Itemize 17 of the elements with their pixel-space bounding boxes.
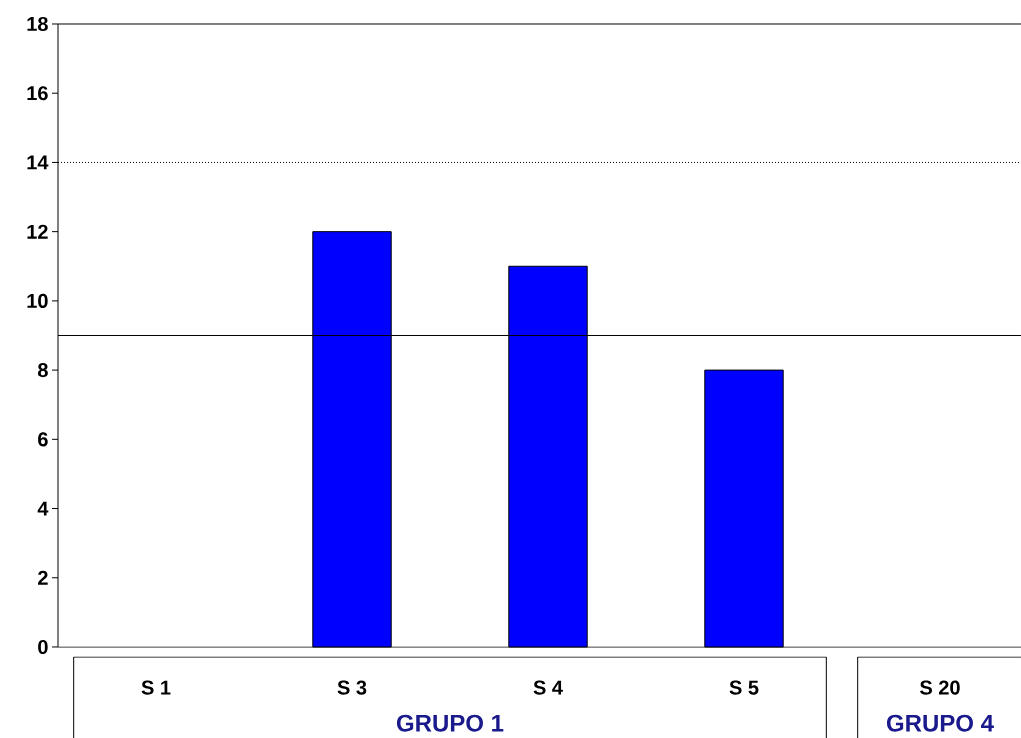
y-tick-label: 0	[38, 639, 48, 655]
y-tick-label: 4	[37, 501, 49, 516]
x-tick-label: S 5	[729, 680, 759, 695]
y-tick-label: 8	[37, 363, 48, 378]
y-tick-label: 10	[27, 293, 48, 308]
text: GRUPO 4	[886, 714, 994, 732]
y-tick-label: 6	[38, 432, 48, 447]
y-tick-label: 16	[27, 86, 48, 101]
x-tick-label: S 3	[337, 680, 367, 695]
y-tick-label: 2	[38, 570, 48, 585]
x-tick-label: S 1	[141, 680, 171, 695]
y-tick-label: 18	[27, 16, 48, 32]
y-tick-label: 14	[27, 155, 49, 170]
text: GRUPO 1	[396, 714, 504, 732]
x-tick-label: S 4	[533, 680, 563, 695]
x-tick-label: S 20	[920, 680, 960, 695]
y-tick-label: 12	[27, 224, 48, 239]
